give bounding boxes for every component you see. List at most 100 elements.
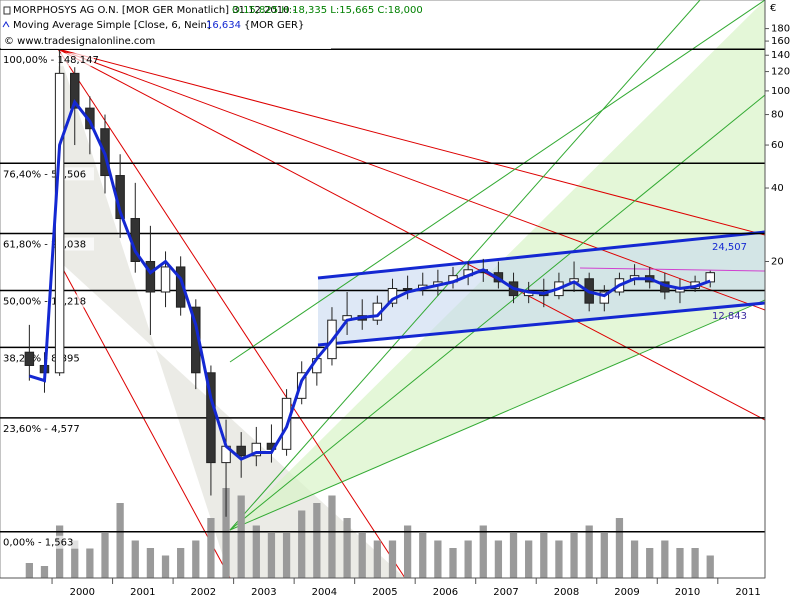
fib-label: 23,60% - 4,577: [3, 424, 80, 435]
channel-line: [317, 301, 766, 347]
volume-bar: [86, 548, 94, 578]
trend-line: [229, 299, 766, 531]
y-tick-label: 120: [771, 67, 790, 78]
moving-average: [28, 99, 711, 461]
y-tick-label: 80: [771, 110, 784, 121]
y-tick-label: 100: [771, 86, 790, 97]
x-tick-label: 2004: [312, 587, 337, 598]
volume-bar: [615, 518, 624, 578]
channel-label: 24,507: [712, 242, 747, 253]
trend-line: [579, 267, 766, 272]
volume-bar: [116, 503, 124, 578]
volume-bar: [434, 540, 442, 578]
legend-ohlc: O:15,825 H:18,335 L:15,665 C:18,000: [232, 5, 423, 16]
x-tick-label: 2010: [675, 587, 700, 598]
trend-line: [57, 48, 406, 579]
x-tick-label: 2005: [372, 587, 397, 598]
y-tick-label: 20: [771, 257, 784, 268]
volume-bar: [646, 548, 654, 578]
legend-title: MORPHOSYS AG O.N. [MOR GER Monatlich] 31…: [13, 5, 297, 16]
candle-body: [24, 351, 35, 366]
legend-ma-source: {MOR GER}: [244, 20, 304, 31]
trend-line: [57, 48, 766, 311]
y-tick-label: 140: [771, 50, 790, 61]
candle-body: [206, 372, 216, 464]
volume-bar: [55, 525, 64, 578]
volume-bar: [131, 540, 139, 578]
fib-label: 76,40% - 50,506: [3, 169, 86, 180]
volume-bar: [464, 540, 472, 578]
x-tick-label: 2006: [433, 587, 458, 598]
copyright: © www.tradesignalonline.com: [4, 36, 155, 47]
volume-bar: [146, 548, 155, 578]
volume-bar: [570, 533, 578, 578]
volume-bar: [298, 510, 306, 578]
fib-label-bg: [2, 535, 94, 549]
fib-label: 61,80% - 26,038: [3, 240, 86, 251]
drawing-tools: [57, 0, 766, 579]
volume-bar: [40, 566, 49, 578]
volume-bar: [328, 495, 336, 578]
fib-label: 38,20% - 8,895: [3, 353, 80, 364]
legend-ma: Moving Average Simple [Close, 6, Nein]: [13, 20, 211, 31]
volume-bar: [207, 518, 215, 578]
fib-label: 100,00% - 148,147: [3, 55, 99, 66]
x-tick-label: 2002: [191, 587, 216, 598]
trend-line: [229, 0, 766, 363]
volume-bar: [282, 533, 291, 578]
volume-bar: [676, 548, 684, 578]
x-tick-label: 2001: [130, 587, 155, 598]
channel-line: [317, 230, 766, 280]
volume-bar: [525, 540, 533, 578]
candle-body: [145, 261, 156, 293]
volume-bar: [449, 548, 457, 578]
x-tick-label: 2007: [493, 587, 518, 598]
legend-icon: [3, 6, 11, 15]
candle-body: [85, 107, 95, 130]
candle-body: [70, 72, 80, 109]
candle-body: [402, 288, 413, 291]
trend-line: [229, 0, 701, 531]
volume-bar: [161, 555, 170, 578]
volume-bar: [237, 495, 245, 578]
fib-label-bg: [2, 421, 94, 435]
x-tick-label: 2008: [554, 587, 579, 598]
trend-line: [57, 259, 231, 579]
volume-bar: [192, 540, 200, 578]
fib-label-bg: [2, 53, 94, 67]
fib-label-bg: [2, 237, 94, 251]
volume-bar: [585, 525, 593, 578]
volume-bar: [71, 540, 79, 578]
fib-label-bg: [2, 167, 94, 181]
y-tick-label: 40: [771, 183, 784, 194]
x-tick-label: 2000: [70, 587, 95, 598]
volume-bar: [252, 525, 260, 578]
volume-bar: [540, 533, 548, 578]
volume-bar: [419, 533, 427, 578]
volume-bar: [373, 540, 381, 578]
currency: €: [770, 3, 776, 14]
legend-ma-value: 16,634: [206, 20, 241, 31]
volume-bar: [479, 525, 487, 578]
x-tick-label: 2003: [251, 587, 276, 598]
legend-icon: [2, 21, 10, 28]
volume-bar: [600, 533, 608, 578]
trend-line: [229, 94, 766, 531]
trend-line: [57, 48, 766, 236]
x-tick-label: 2009: [614, 587, 639, 598]
channel-label: 12,843: [712, 311, 747, 322]
volume-bar: [267, 533, 276, 578]
volume-bar: [177, 548, 185, 578]
candle-body: [54, 72, 65, 374]
candle-body: [296, 372, 307, 399]
fib-label: 0,00% - 1,563: [3, 538, 73, 549]
fib-label-bg: [2, 294, 94, 308]
volume-bar: [555, 540, 563, 578]
volume-bar: [101, 533, 109, 578]
volume-bar: [222, 488, 230, 578]
candle-body: [251, 442, 262, 457]
volume-bar: [313, 503, 321, 578]
volume-bar: [343, 518, 351, 578]
y-tick-label: 180: [771, 24, 790, 35]
